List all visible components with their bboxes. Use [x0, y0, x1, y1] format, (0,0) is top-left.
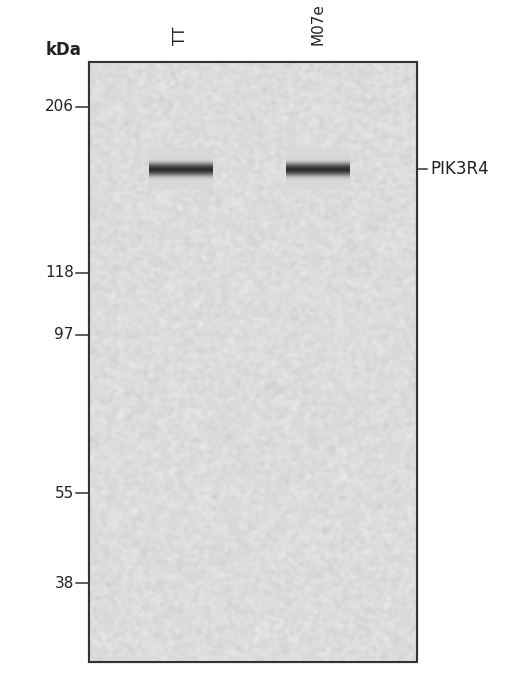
- Text: 55: 55: [54, 486, 74, 501]
- Bar: [89, 62, 417, 662]
- Text: 206: 206: [45, 99, 74, 115]
- Text: PIK3R4: PIK3R4: [430, 160, 489, 178]
- Text: M07e: M07e: [310, 3, 326, 45]
- Text: kDa: kDa: [46, 41, 81, 59]
- Text: TT: TT: [173, 26, 188, 45]
- Text: 118: 118: [45, 265, 74, 280]
- Text: 97: 97: [54, 327, 74, 342]
- Bar: [89, 62, 417, 662]
- Text: 38: 38: [54, 575, 74, 591]
